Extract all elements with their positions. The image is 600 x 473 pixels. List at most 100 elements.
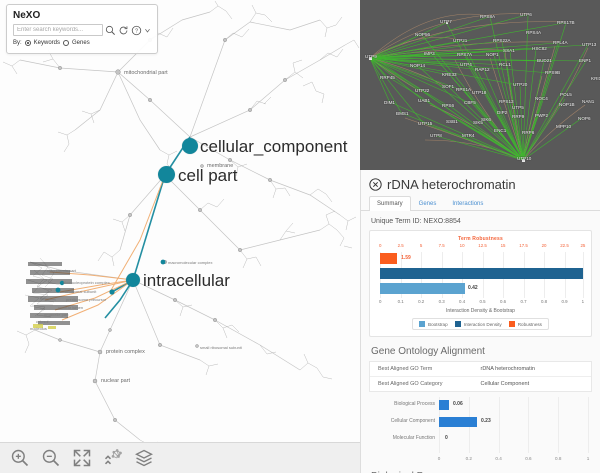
search-by-label: By:: [13, 40, 22, 46]
hierarchy-tree-panel[interactable]: cellular_component cell part intracellul…: [0, 0, 360, 473]
table-row: Best Aligned GO Category Cellular Compon…: [370, 377, 591, 391]
tab-genes[interactable]: Genes: [418, 201, 437, 207]
tree-node-cell-part[interactable]: [158, 166, 175, 183]
search-panel[interactable]: NeXO ? By: Keywords: [6, 4, 158, 54]
chart-xlabel: Interaction Density & Bootstrap: [446, 308, 515, 314]
legend-label: Interaction Density: [463, 321, 502, 327]
tab-summary[interactable]: Summary: [369, 196, 411, 211]
bar-value-robustness: 1.59: [401, 255, 411, 261]
bar-robustness: [380, 253, 398, 264]
legend-item-robustness[interactable]: Robustness: [508, 321, 542, 327]
reset-icon[interactable]: [118, 25, 129, 36]
zoom-out-icon[interactable]: [41, 448, 61, 468]
help-icon[interactable]: ?: [131, 25, 142, 36]
table-row: Best Aligned GO Term rDNA heterochromati…: [370, 362, 591, 377]
detail-header: rDNA heterochromatin: [361, 170, 600, 196]
tick: 0.1: [397, 299, 404, 304]
tick: 0.4: [459, 299, 466, 304]
interaction-network-panel[interactable]: UTP7 UTP9 NOP56 UTP21 RPS8A UTP6 RPS17B …: [360, 0, 600, 170]
gene-node[interactable]: [446, 22, 449, 25]
tick: 22.5: [560, 243, 569, 248]
tick: 0.6: [525, 456, 532, 461]
biological-process-heading: Biological Process: [361, 463, 600, 473]
go-row-molecular-function: Molecular Function 0: [369, 431, 592, 448]
collapse-icon[interactable]: [103, 448, 123, 468]
term-detail-panel: rDNA heterochromatin Summary Genes Inter…: [360, 170, 600, 473]
go-value: 0.06: [453, 401, 463, 407]
go-alignment-heading: Gene Ontology Alignment: [371, 346, 485, 357]
go-alignment-chart: Biological Process 0.06 Cellular Compone…: [369, 397, 592, 463]
legend-swatch: [419, 321, 425, 327]
tick: 20: [541, 243, 547, 248]
go-value: 0.23: [481, 418, 491, 424]
tab-interactions[interactable]: Interactions: [452, 201, 484, 207]
close-circle-icon[interactable]: [369, 178, 382, 191]
legend-item-interaction-density[interactable]: Interaction Density: [454, 321, 502, 327]
tree-node-cellular-component[interactable]: [182, 138, 198, 154]
radio-keywords[interactable]: [24, 40, 31, 46]
bar-bootstrap: [380, 283, 466, 294]
go-label: Molecular Function: [392, 435, 435, 441]
tick: 0.2: [465, 456, 472, 461]
go-row-cellular-component: Cellular Component 0.23: [369, 414, 592, 431]
radio-keywords-label: Keywords: [33, 40, 61, 46]
go-row-biological-process: Biological Process 0.06: [369, 397, 592, 414]
tree-node-intracellular[interactable]: [126, 273, 140, 287]
network-graph[interactable]: [360, 0, 600, 170]
tick: 12.5: [478, 243, 487, 248]
row-value: rDNA heterochromatin: [480, 366, 535, 372]
legend-wrap: Bootstrap Interaction Density Robustness: [376, 314, 585, 332]
radio-genes-label: Genes: [72, 40, 90, 46]
layers-icon[interactable]: [134, 448, 154, 468]
top-axis: 0 2.5 5 7.5 10 12.5 15 17.5 20 22.5 25: [376, 243, 585, 251]
tick: 0: [437, 456, 441, 461]
tick: 0.6: [500, 299, 507, 304]
tick: 1: [586, 456, 590, 461]
chart-legend: Bootstrap Interaction Density Robustness: [412, 318, 549, 330]
page-title: rDNA heterochromatin: [387, 177, 516, 192]
legend-label: Robustness: [517, 321, 542, 327]
tick: 1: [581, 299, 585, 304]
search-input[interactable]: [13, 24, 103, 36]
zoom-in-icon[interactable]: [10, 448, 30, 468]
go-x-axis: 0 0.2 0.4 0.6 0.8 1: [437, 450, 590, 461]
bar-interaction-density: [380, 268, 583, 279]
row-key: Best Aligned GO Term: [378, 366, 433, 372]
tick: 7.5: [438, 243, 445, 248]
tick: 5: [419, 243, 423, 248]
bottom-axis: 0 0.1 0.2 0.3 0.4 0.5 0.6 0.7 0.8 0.9 1: [376, 299, 585, 307]
go-bar: [439, 417, 477, 427]
tick: 17.5: [519, 243, 528, 248]
search-icon[interactable]: [105, 25, 116, 36]
tree-graph[interactable]: [0, 0, 360, 473]
tree-toolbar: [0, 442, 360, 473]
unique-term-id: Unique Term ID: NEXO:8854: [371, 218, 461, 225]
row-key: Best Aligned GO Category: [378, 381, 443, 387]
tick: 0: [378, 243, 382, 248]
svg-text:?: ?: [135, 28, 138, 34]
app-title: NeXO: [13, 10, 41, 21]
legend-item-bootstrap[interactable]: Bootstrap: [419, 321, 448, 327]
tick: 25: [580, 243, 586, 248]
robustness-chart: Term Robustness 0 2.5 5 7.5 10 12.5 15 1…: [369, 230, 592, 337]
radio-genes[interactable]: [63, 40, 70, 46]
bar-value-bootstrap: 0.42: [467, 285, 478, 291]
tick: 0.5: [479, 299, 486, 304]
legend-label: Bootstrap: [428, 321, 448, 327]
legend-swatch: [508, 321, 515, 327]
tick: 0.4: [495, 456, 502, 461]
fit-screen-icon[interactable]: [72, 448, 92, 468]
tick: 0.2: [418, 299, 425, 304]
chevron-down-icon[interactable]: [144, 25, 151, 36]
chart-title-term-robustness: Term Robustness: [458, 236, 503, 242]
detail-tabs: Summary Genes Interactions: [361, 196, 600, 211]
go-label: Biological Process: [394, 401, 435, 407]
go-alignment-table: Best Aligned GO Term rDNA heterochromati…: [369, 361, 592, 392]
search-row: ?: [13, 24, 151, 36]
tick: 2.5: [397, 243, 404, 248]
robustness-plot: 1.59 0.42: [376, 252, 585, 298]
go-bar: [439, 400, 449, 410]
tick: 0: [378, 299, 382, 304]
tick: 10: [459, 243, 465, 248]
